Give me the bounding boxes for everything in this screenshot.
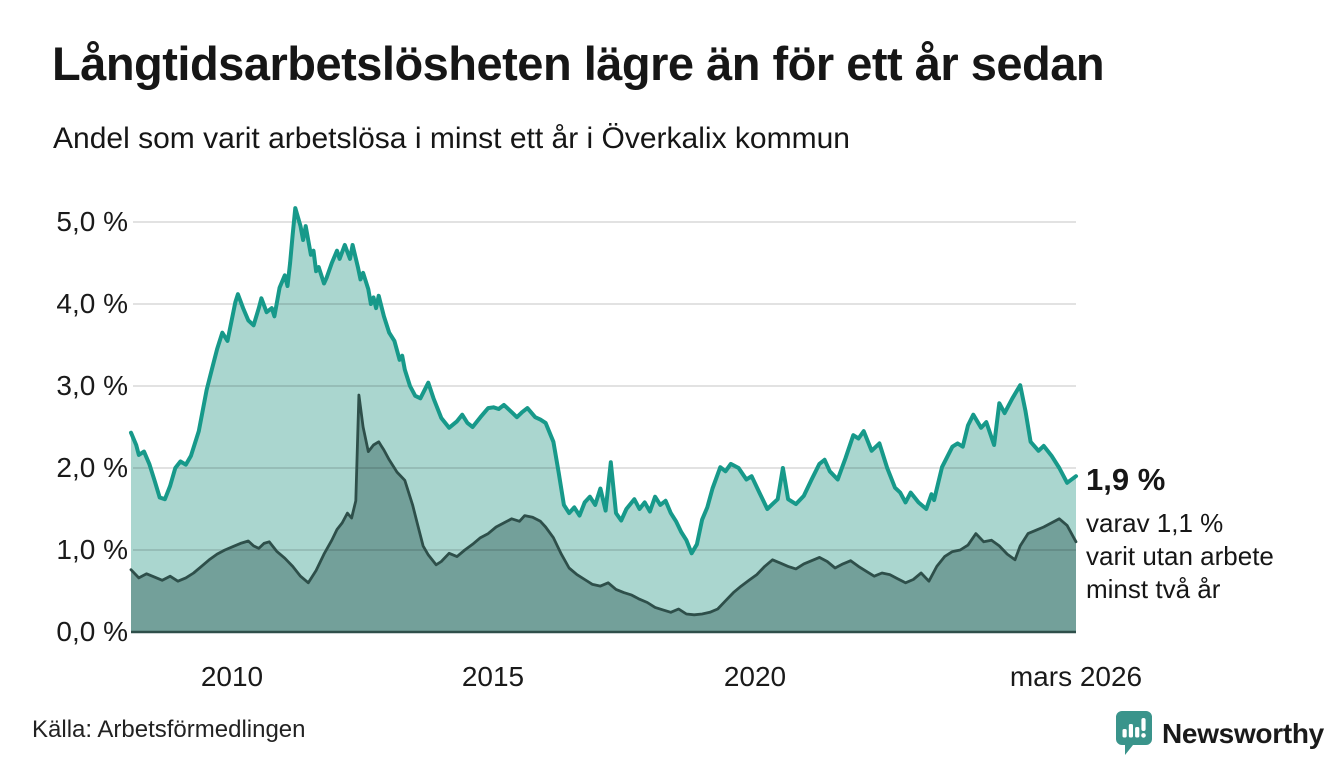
- chart-title: Långtidsarbetslösheten lägre än för ett …: [52, 37, 1105, 90]
- newsworthy-logo: Newsworthy: [1115, 710, 1324, 756]
- y-axis-tick-3: 3,0 %: [56, 370, 128, 401]
- chart-subtitle: Andel som varit arbetslösa i minst ett å…: [53, 122, 850, 155]
- x-axis-tick-2020: 2020: [723, 661, 787, 692]
- newsworthy-logo-icon: [1116, 711, 1152, 755]
- end-value-detail-line1: varav 1,1 %: [1086, 508, 1224, 538]
- x-axis-tick-2015: 2015: [461, 661, 525, 692]
- x-axis-tick-mars-2026: mars 2026: [1009, 661, 1143, 692]
- y-axis-tick-1: 1,0 %: [56, 534, 128, 565]
- y-axis-tick-2: 2,0 %: [56, 452, 128, 483]
- source-note: Källa: Arbetsförmedlingen: [32, 716, 306, 743]
- end-value-detail-line2: varit utan arbete: [1086, 541, 1274, 571]
- y-axis-tick-4: 4,0 %: [56, 288, 128, 319]
- end-value-label: 1,9 %: [1086, 462, 1166, 497]
- end-value-detail: varav 1,1 % varit utan arbete minst två …: [1086, 507, 1274, 606]
- y-axis-tick-0: 0,0 %: [56, 616, 128, 647]
- end-value-detail-line3: minst två år: [1086, 574, 1221, 604]
- x-axis-tick-2010: 2010: [200, 661, 264, 692]
- newsworthy-logo-text: Newsworthy: [1162, 718, 1324, 749]
- y-axis-tick-5: 5,0 %: [56, 206, 128, 237]
